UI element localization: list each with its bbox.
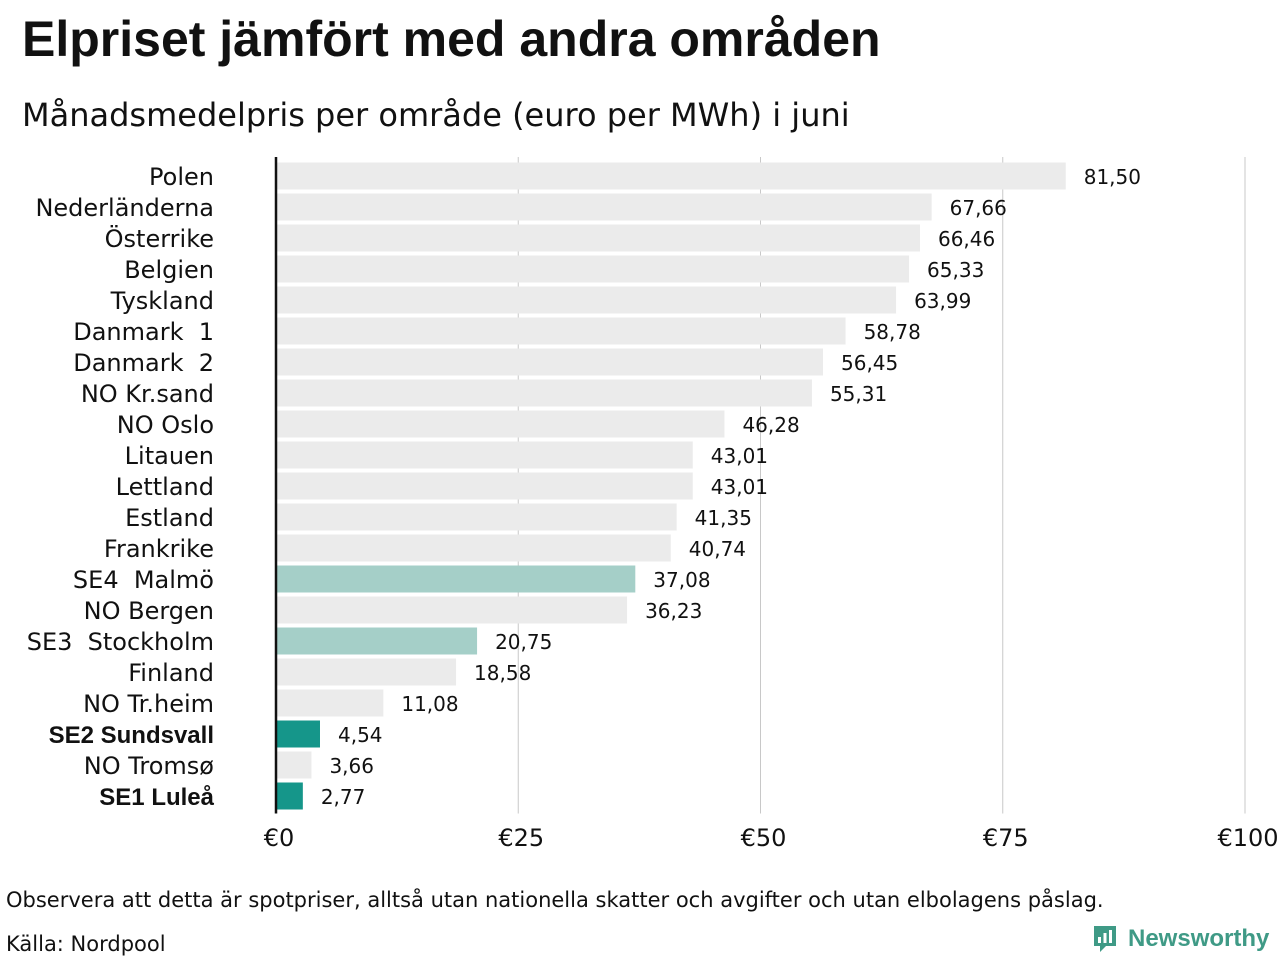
bar-value-label-8: 46,28 [742,413,799,437]
category-label-6: Danmark 2 [73,349,214,377]
chart-title: Elpriset jämfört med andra områden [22,11,881,67]
bar-11 [276,503,677,531]
bar-20 [276,782,303,810]
category-label-19: NO Tromsø [84,752,214,780]
bar-13 [276,565,636,593]
bar-18 [276,720,320,748]
bar-value-label-5: 58,78 [864,320,921,344]
bar-value-label-13: 37,08 [653,568,710,592]
bar-17 [276,689,384,717]
category-label-13: SE4 Malmö [73,566,214,594]
category-label-10: Lettland [116,473,214,501]
category-label-3: Belgien [124,256,214,284]
category-label-20: SE1 Luleå [99,784,214,811]
bar-14 [276,596,628,624]
bar-value-label-9: 43,01 [711,444,768,468]
bar-0 [276,162,1066,190]
bar-value-label-1: 67,66 [950,196,1007,220]
bar-value-label-4: 63,99 [914,289,971,313]
category-label-5: Danmark 1 [73,318,214,346]
category-label-17: NO Tr.heim [83,690,214,718]
bar-2 [276,224,920,252]
category-label-9: Litauen [125,442,214,470]
category-label-18: SE2 Sundsvall [49,722,214,749]
bar-value-label-7: 55,31 [830,382,887,406]
bar-value-label-20: 2,77 [321,785,366,809]
bar-7 [276,379,812,407]
bar-value-label-0: 81,50 [1084,165,1141,189]
bar-5 [276,317,846,345]
newsworthy-logo-icon [1094,926,1116,952]
bar-value-label-2: 66,46 [938,227,995,251]
bar-value-label-18: 4,54 [338,723,383,747]
bar-19 [276,751,312,779]
x-tick-label-3: €75 [983,824,1029,852]
category-label-12: Frankrike [104,535,214,563]
bar-value-label-11: 41,35 [695,506,752,530]
bar-4 [276,286,897,314]
bar-value-label-17: 11,08 [401,692,458,716]
category-label-0: Polen [149,163,214,191]
bar-value-label-19: 3,66 [329,754,374,778]
brand-name: Newsworthy [1128,925,1270,952]
x-tick-label-0: €0 [264,824,295,852]
brand-logo: Newsworthy [1092,922,1269,956]
category-label-16: Finland [128,659,214,687]
bar-15 [276,627,478,655]
bar-value-label-6: 56,45 [841,351,898,375]
source-note: Källa: Nordpool [6,932,166,956]
x-tick-label-1: €25 [498,824,544,852]
bar-1 [276,193,932,221]
category-label-14: NO Bergen [84,597,214,625]
bar-value-label-14: 36,23 [645,599,702,623]
bar-10 [276,472,693,500]
bar-3 [276,255,910,283]
bar-value-label-3: 65,33 [927,258,984,282]
category-label-1: Nederländerna [35,194,214,222]
bar-8 [276,410,725,438]
footnote: Observera att detta är spotpriser, allts… [6,888,1104,912]
bar-chart: 81,50 Polen 67,66 Nederländerna 66,46 Österri… [27,157,1279,852]
category-label-2: Österrike [105,224,214,253]
category-label-8: NO Oslo [117,411,214,439]
bar-9 [276,441,693,469]
bar-6 [276,348,824,376]
category-label-11: Estland [125,504,214,532]
bar-12 [276,534,671,562]
bar-value-label-12: 40,74 [689,537,746,561]
x-tick-label-2: €50 [741,824,787,852]
bar-16 [276,658,457,686]
bar-value-label-10: 43,01 [711,475,768,499]
category-label-4: Tyskland [110,287,214,315]
bar-value-label-15: 20,75 [495,630,552,654]
x-tick-label-4: €100 [1217,824,1278,852]
category-label-15: SE3 Stockholm [27,628,214,656]
chart-subtitle: Månadsmedelpris per område (euro per MWh… [22,96,850,134]
bar-value-label-16: 18,58 [474,661,531,685]
category-label-7: NO Kr.sand [81,380,214,408]
